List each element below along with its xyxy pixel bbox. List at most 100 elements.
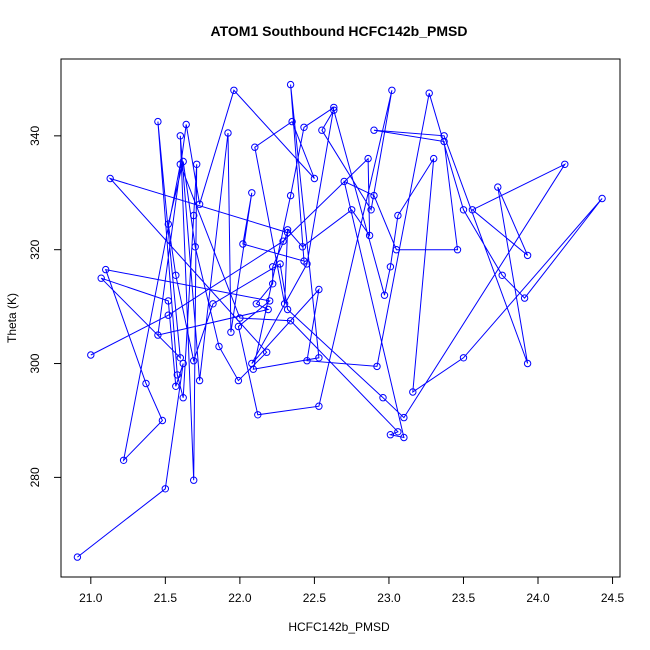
data-point [230,86,238,95]
data-point [330,106,338,114]
data-point [310,174,319,183]
data-point [73,553,82,561]
x-axis: 21.0 21.5 22.0 22.5 23.0 23.5 24.0 24.5 [79,576,625,605]
data-point [318,126,326,134]
data-point [280,300,289,308]
data-point [300,123,308,132]
data-point [330,103,338,112]
data-point [154,331,162,339]
data-point [190,211,198,220]
data-point [234,376,243,385]
data-point [430,154,438,163]
data-point [394,428,402,436]
data-point [286,191,295,200]
data-point [182,120,190,129]
data-point [234,322,243,331]
data-point [283,228,292,237]
data-point [224,129,232,137]
data-point [440,132,448,140]
data-point [365,231,374,240]
data-point [164,311,173,319]
data-point [400,413,408,422]
data-point [276,260,284,268]
data-point [176,132,185,140]
data-point [386,431,395,439]
data-point [193,160,201,169]
data-point [119,456,128,464]
data-point [598,194,606,203]
data-point [252,300,260,308]
data-point [195,376,204,385]
data-point [179,394,187,402]
x-tick-label: 24.5 [601,591,625,605]
data-point [279,237,287,245]
data-point [468,206,477,214]
data-point [340,177,348,186]
data-point [498,271,506,279]
data-point [440,137,448,146]
data-point [386,263,395,271]
data-point [172,382,180,390]
data-point [179,157,187,166]
x-tick-label: 22.0 [228,591,252,605]
series-line [77,84,603,558]
data-point [523,251,532,260]
data-point [248,359,256,368]
data-point [409,388,417,396]
x-axis-label: HCFC142b_PMSD [288,620,390,634]
data-point [161,485,170,493]
data-point [283,226,292,234]
data-point [176,354,185,362]
data-point [158,416,167,425]
data-point [248,189,256,197]
data-point [283,305,292,314]
data-point [315,402,323,410]
data-point [102,265,110,274]
data-point [379,394,387,402]
data-point [195,200,204,208]
data-point [425,89,433,97]
data-point [106,174,114,183]
data-point [288,117,296,126]
data-point [172,271,180,279]
data-point [459,354,468,362]
x-tick-label: 24.0 [526,591,550,605]
data-point [215,342,223,351]
data-point [164,297,173,305]
data-point [520,294,529,302]
data-point [348,206,356,214]
data-point [298,243,307,251]
data-point [380,291,389,299]
data-point [87,351,95,359]
data-point [400,433,408,442]
data-point [269,263,277,271]
data-point [315,285,323,294]
x-tick-label: 23.0 [377,591,401,605]
data-point [209,300,217,308]
y-tick-label: 320 [28,239,42,259]
data-point [142,379,150,388]
plot-frame [60,58,621,578]
y-tick-label: 340 [28,126,42,146]
data-point [453,246,462,254]
data-point [561,160,569,169]
data-point [303,260,311,268]
y-tick-label: 280 [28,467,42,487]
data-point [266,297,274,305]
data-point [315,354,323,362]
data-point [394,211,402,220]
data-point [179,359,187,368]
data-point [227,328,235,336]
x-tick-label: 21.0 [79,591,103,605]
data-point [286,80,295,89]
data-point [263,348,271,356]
data-point [303,357,311,365]
data-point [236,314,244,322]
data-point [154,117,162,126]
data-point [173,371,182,379]
data-point [373,362,381,371]
data-point [523,359,532,368]
data-point [388,86,396,95]
x-tick-label: 22.5 [303,591,327,605]
